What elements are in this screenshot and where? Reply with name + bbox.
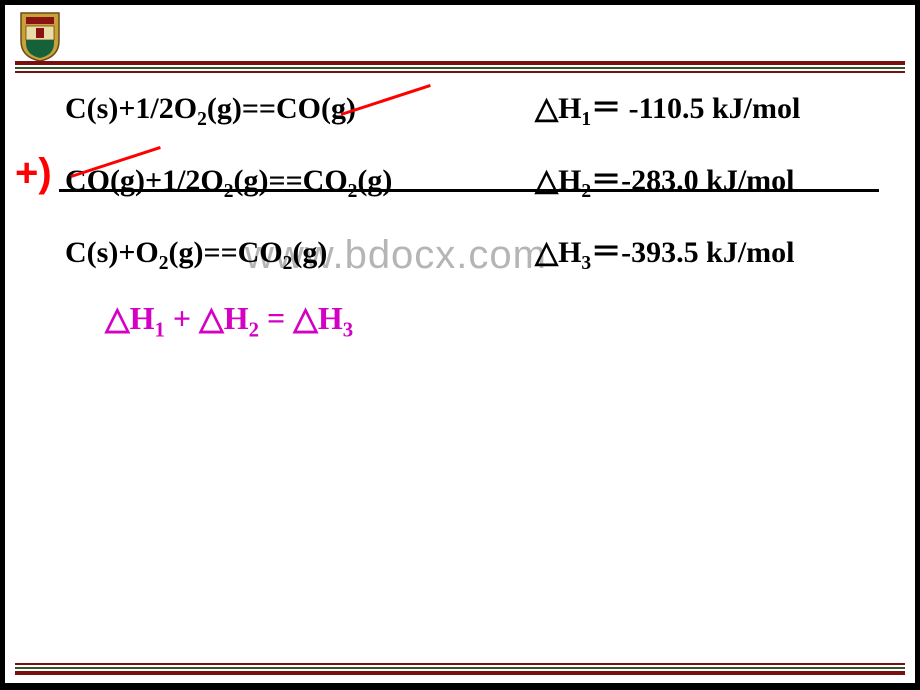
equation-row-1: C(s)+1/2O2(g)==CO(g) △H1＝ -110.5 kJ/mol: [65, 83, 875, 127]
header-rule-red-thin: [15, 71, 905, 73]
equation-3-lhs: C(s)+O2(g)==CO2(g): [65, 236, 535, 270]
equation-3-rhs: △H3＝-393.5 kJ/mol: [535, 227, 795, 271]
dh1-unit: kJ/mol: [712, 92, 800, 125]
equation-row-2: +) CO(g)+1/2O2(g)==CO2(g) △H2＝-283.0 kJ/…: [65, 155, 875, 199]
footer-rule-green: [15, 667, 905, 669]
footer-rule-red-thin: [15, 663, 905, 665]
dh2-value: -283.0: [621, 164, 699, 197]
dh2-label: △H2＝: [535, 164, 621, 197]
equation-2-lhs: CO(g)+1/2O2(g)==CO2(g): [65, 164, 535, 198]
equation-row-3: C(s)+O2(g)==CO2(g) △H3＝-393.5 kJ/mol: [65, 227, 875, 271]
plus-close-paren: +): [15, 151, 52, 196]
footer-rule-red-thick: [15, 671, 905, 675]
dh1-label: △H1＝: [535, 92, 621, 125]
equation-1-rhs: △H1＝ -110.5 kJ/mol: [535, 83, 800, 127]
equation-1-lhs: C(s)+1/2O2(g)==CO(g): [65, 92, 535, 126]
summation-rule: [59, 189, 879, 192]
dh3-value: -393.5: [621, 236, 699, 269]
slide: www.bdocx.com C(s)+1/2O2(g)==CO(g) △H1＝ …: [4, 4, 916, 684]
dh3-unit: kJ/mol: [706, 236, 794, 269]
equation-2-rhs: △H2＝-283.0 kJ/mol: [535, 155, 795, 199]
header-rule-red-thick: [15, 61, 905, 65]
dh2-unit: kJ/mol: [706, 164, 794, 197]
content-area: C(s)+1/2O2(g)==CO(g) △H1＝ -110.5 kJ/mol …: [65, 83, 875, 337]
dh1-value: -110.5: [621, 92, 704, 125]
dh3-label: △H3＝: [535, 236, 621, 269]
slide-header: [5, 5, 915, 61]
crest-logo-icon: [17, 11, 63, 63]
hess-relation: △H1 + △H2 = △H3: [105, 299, 875, 337]
header-rule-green: [15, 67, 905, 69]
